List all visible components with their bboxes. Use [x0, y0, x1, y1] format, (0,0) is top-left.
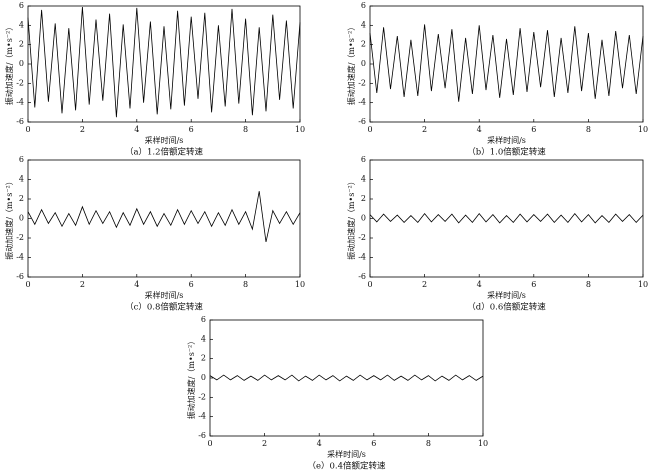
signal-line — [369, 212, 644, 224]
signal-line — [369, 24, 644, 102]
y-tick-label: 4 — [19, 175, 24, 184]
y-tick-label: 0 — [361, 214, 366, 223]
x-tick-label: 0 — [25, 125, 30, 134]
y-tick-label: -4 — [358, 98, 366, 107]
x-tick-label: 4 — [134, 125, 139, 134]
y-tick-label: -4 — [16, 253, 24, 262]
y-tick-label: 2 — [201, 354, 206, 363]
x-tick-label: 4 — [477, 280, 482, 289]
y-tick-label: -6 — [16, 117, 24, 126]
x-tick-label: 10 — [638, 125, 648, 134]
y-tick-label: -6 — [358, 117, 366, 126]
x-tick-label: 2 — [422, 280, 427, 289]
x-axis-label: 采样时间/s — [487, 290, 526, 300]
x-axis-label: 采样时间/s — [327, 449, 366, 459]
x-tick-label: 6 — [189, 280, 194, 289]
caption: （b）1.0倍额定转速 — [467, 147, 546, 158]
x-tick-label: 10 — [638, 280, 648, 289]
x-tick-label: 2 — [80, 125, 85, 134]
x-tick-label: 4 — [317, 439, 322, 448]
y-tick-label: 6 — [19, 1, 24, 10]
x-tick-label: 8 — [426, 439, 431, 448]
y-tick-label: -6 — [198, 431, 206, 440]
x-tick-label: 6 — [189, 125, 194, 134]
x-tick-label: 0 — [367, 125, 372, 134]
x-tick-label: 0 — [367, 280, 372, 289]
signal-line — [209, 374, 484, 382]
y-axis-label: 振动加速度/（m•s⁻²） — [346, 23, 356, 106]
y-tick-label: -2 — [16, 233, 24, 242]
y-axis-label: 振动加速度/（m•s⁻²） — [4, 177, 14, 260]
caption: （a）1.2倍额定转速 — [125, 147, 204, 158]
x-tick-label: 2 — [80, 280, 85, 289]
x-tick-label: 8 — [586, 125, 591, 134]
x-tick-label: 2 — [422, 125, 427, 134]
x-tick-label: 6 — [531, 280, 536, 289]
x-axis-label: 采样时间/s — [487, 135, 526, 145]
y-tick-label: 0 — [19, 214, 24, 223]
caption: （d）0.6倍额定转速 — [467, 302, 546, 313]
x-tick-label: 8 — [586, 280, 591, 289]
x-tick-label: 8 — [243, 280, 248, 289]
y-tick-label: 6 — [201, 315, 206, 324]
x-tick-label: 0 — [207, 439, 212, 448]
x-tick-label: 0 — [25, 280, 30, 289]
x-tick-label: 6 — [371, 439, 376, 448]
y-tick-label: 4 — [19, 20, 24, 29]
y-tick-label: -4 — [16, 98, 24, 107]
y-tick-label: 0 — [361, 59, 366, 68]
y-tick-label: 0 — [19, 59, 24, 68]
y-axis-label: 振动加速度/（m•s⁻²） — [346, 177, 356, 260]
y-tick-label: 6 — [19, 155, 24, 164]
plot-frame — [27, 159, 301, 278]
y-axis-label: 振动加速度/（m•s⁻²） — [4, 23, 14, 106]
y-tick-label: 4 — [361, 175, 366, 184]
y-tick-label: 2 — [361, 40, 366, 49]
y-tick-label: 6 — [361, 155, 366, 164]
x-tick-label: 2 — [262, 439, 267, 448]
y-tick-label: 4 — [361, 20, 366, 29]
x-axis-label: 采样时间/s — [145, 135, 184, 145]
signal-line — [27, 6, 301, 118]
y-tick-label: 2 — [19, 194, 24, 203]
y-tick-label: 2 — [19, 40, 24, 49]
signal-line — [27, 191, 301, 242]
plot-frame — [27, 5, 301, 123]
x-tick-label: 10 — [478, 439, 488, 448]
y-tick-label: -2 — [16, 78, 24, 87]
y-tick-label: -4 — [358, 253, 366, 262]
y-tick-label: -2 — [358, 233, 366, 242]
y-tick-label: 6 — [361, 1, 366, 10]
caption: （c）0.8倍额定转速 — [125, 302, 203, 313]
x-tick-label: 6 — [531, 125, 536, 134]
x-axis-label: 采样时间/s — [145, 290, 184, 300]
y-axis-label: 振动加速度/（m•s⁻²） — [186, 337, 196, 420]
y-tick-label: -4 — [198, 412, 206, 421]
plot-frame — [369, 159, 644, 278]
y-tick-label: -2 — [358, 78, 366, 87]
y-tick-label: -6 — [16, 272, 24, 281]
caption: （e）0.4倍额定转速 — [307, 461, 386, 471]
plot-frame — [209, 319, 484, 437]
x-tick-label: 8 — [243, 125, 248, 134]
y-tick-label: 2 — [361, 194, 366, 203]
x-tick-label: 10 — [295, 280, 305, 289]
x-tick-label: 10 — [295, 125, 305, 134]
x-tick-label: 4 — [134, 280, 139, 289]
y-tick-label: -6 — [358, 272, 366, 281]
y-tick-label: -2 — [198, 392, 206, 401]
x-tick-label: 4 — [477, 125, 482, 134]
y-tick-label: 4 — [201, 334, 206, 343]
plot-frame — [369, 5, 644, 123]
y-tick-label: 0 — [201, 373, 206, 382]
